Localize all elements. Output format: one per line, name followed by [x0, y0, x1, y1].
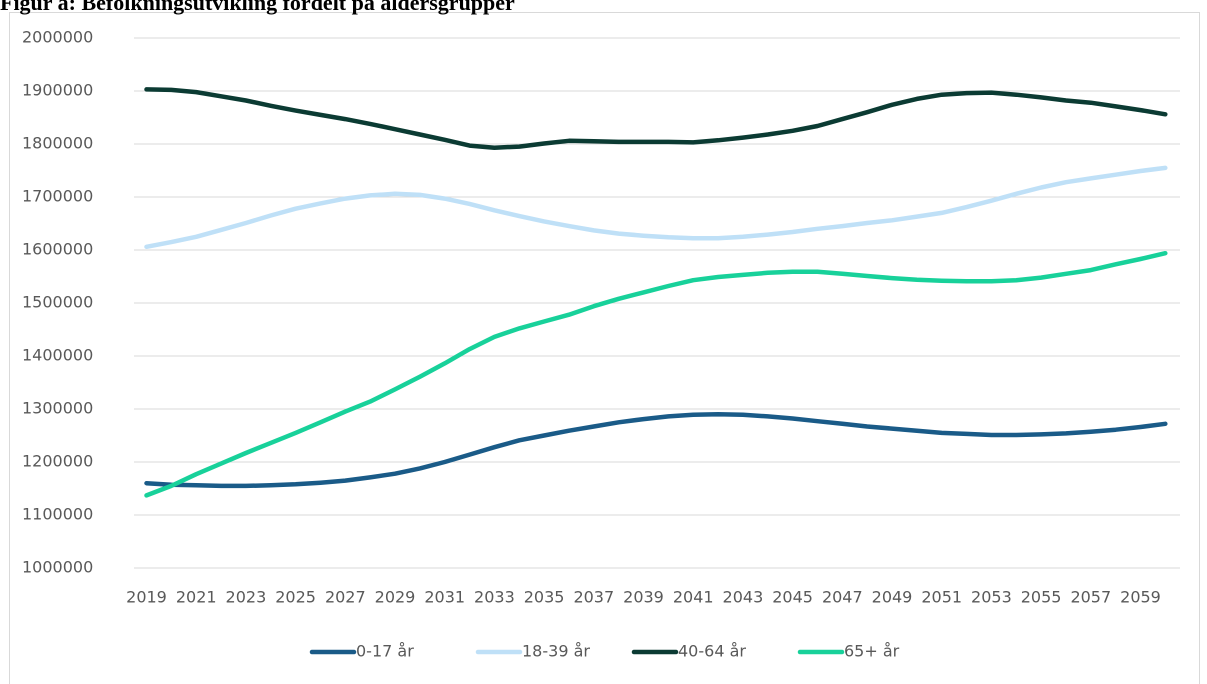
x-tick-label: 2043: [723, 588, 764, 607]
y-tick-label: 1700000: [22, 187, 93, 206]
x-tick-label: 2053: [971, 588, 1012, 607]
y-tick-label: 1100000: [22, 505, 93, 524]
chart-frame: [9, 12, 1200, 684]
x-tick-label: 2037: [573, 588, 614, 607]
legend-label: 40-64 år: [678, 642, 746, 661]
x-tick-label: 2051: [921, 588, 962, 607]
x-tick-label: 2019: [126, 588, 167, 607]
x-tick-label: 2027: [325, 588, 366, 607]
series-line: [144, 87, 1168, 150]
x-tick-label: 2049: [872, 588, 913, 607]
y-tick-label: 1600000: [22, 240, 93, 259]
y-tick-label: 1400000: [22, 346, 93, 365]
x-tick-label: 2021: [176, 588, 217, 607]
x-tick-label: 2035: [524, 588, 565, 607]
legend-label: 18-39 år: [522, 642, 590, 661]
series-line: [144, 250, 1168, 498]
y-tick-label: 1900000: [22, 81, 93, 100]
x-tick-label: 2039: [623, 588, 664, 607]
x-tick-label: 2029: [375, 588, 416, 607]
y-tick-label: 1500000: [22, 293, 93, 312]
x-tick-label: 2059: [1120, 588, 1161, 607]
series-line: [144, 412, 1168, 489]
legend-label: 65+ år: [844, 642, 900, 661]
chart-title: Figur a: Befolkningsutvikling fordelt på…: [0, 0, 515, 15]
y-tick-label: 2000000: [22, 28, 93, 47]
x-tick-label: 2045: [772, 588, 813, 607]
x-tick-label: 2023: [226, 588, 267, 607]
x-tick-label: 2025: [275, 588, 316, 607]
y-tick-label: 1000000: [22, 558, 93, 577]
y-tick-label: 1200000: [22, 452, 93, 471]
x-tick-label: 2033: [474, 588, 515, 607]
y-tick-label: 1800000: [22, 134, 93, 153]
y-tick-label: 1300000: [22, 399, 93, 418]
x-tick-label: 2041: [673, 588, 714, 607]
x-tick-label: 2047: [822, 588, 863, 607]
series-line: [144, 165, 1168, 250]
x-tick-label: 2031: [424, 588, 465, 607]
legend-label: 0-17 år: [356, 642, 414, 661]
x-tick-label: 2057: [1070, 588, 1111, 607]
x-tick-label: 2055: [1021, 588, 1062, 607]
